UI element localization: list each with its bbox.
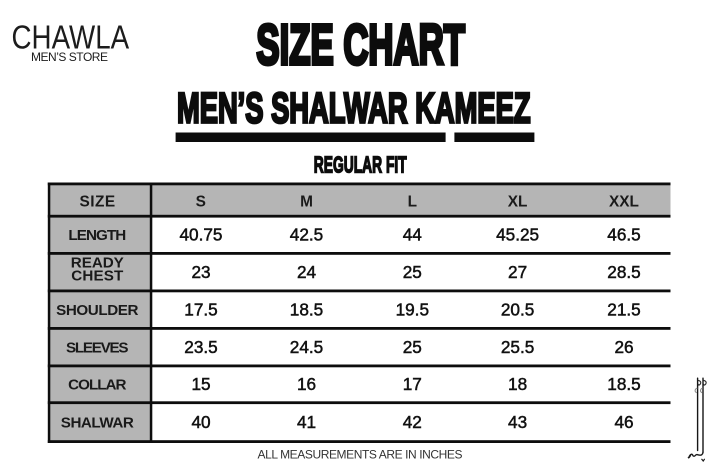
svg-text:25.5: 25.5 xyxy=(501,337,534,357)
svg-text:S: S xyxy=(196,193,206,210)
svg-text:SHALWAR: SHALWAR xyxy=(61,414,134,431)
svg-text:43: 43 xyxy=(508,412,527,432)
svg-text:LENGTH: LENGTH xyxy=(68,227,126,244)
svg-text:COLLAR: COLLAR xyxy=(68,377,126,394)
svg-text:18.5: 18.5 xyxy=(290,300,323,320)
svg-text:40.75: 40.75 xyxy=(179,225,222,245)
svg-text:SLEEVES: SLEEVES xyxy=(66,339,129,356)
svg-text:MEN’S SHALWAR KAMEEZ: MEN’S SHALWAR KAMEEZ xyxy=(177,86,531,133)
svg-text:40: 40 xyxy=(191,412,210,432)
svg-text:SIZE CHART: SIZE CHART xyxy=(256,13,465,77)
svg-text:46: 46 xyxy=(614,412,633,432)
svg-text:MEN’S STORE: MEN’S STORE xyxy=(31,50,108,64)
svg-text:XL: XL xyxy=(508,193,528,210)
svg-text:XXL: XXL xyxy=(609,193,639,210)
svg-text:ALL MEASUREMENTS ARE IN INCHES: ALL MEASUREMENTS ARE IN INCHES xyxy=(258,448,463,462)
svg-text:26: 26 xyxy=(614,337,633,357)
svg-text:20.5: 20.5 xyxy=(501,300,534,320)
svg-text:42.5: 42.5 xyxy=(290,225,323,245)
svg-text:23.5: 23.5 xyxy=(184,337,217,357)
svg-text:L: L xyxy=(408,193,417,210)
svg-text:15: 15 xyxy=(191,374,210,394)
svg-text:45.25: 45.25 xyxy=(496,225,539,245)
svg-text:27: 27 xyxy=(508,262,527,282)
svg-text:44: 44 xyxy=(403,225,423,245)
svg-text:READY: READY xyxy=(71,255,124,272)
svg-text:24.5: 24.5 xyxy=(290,337,323,357)
svg-text:CHAWLA: CHAWLA xyxy=(12,19,130,56)
svg-text:17: 17 xyxy=(403,374,422,394)
svg-text:SHOULDER: SHOULDER xyxy=(56,302,138,319)
svg-text:46.5: 46.5 xyxy=(607,225,640,245)
svg-text:CHEST: CHEST xyxy=(71,268,124,285)
svg-text:REGULAR FIT: REGULAR FIT xyxy=(314,152,407,178)
svg-text:25: 25 xyxy=(403,262,422,282)
svg-text:42: 42 xyxy=(403,412,422,432)
svg-text:25: 25 xyxy=(403,337,422,357)
svg-text:24: 24 xyxy=(297,262,317,282)
svg-text:17.5: 17.5 xyxy=(184,300,217,320)
svg-text:SIZE: SIZE xyxy=(79,193,115,210)
svg-text:18.5: 18.5 xyxy=(607,374,640,394)
svg-text:28.5: 28.5 xyxy=(607,262,640,282)
svg-text:41: 41 xyxy=(297,412,316,432)
svg-text:18: 18 xyxy=(508,374,527,394)
svg-text:M: M xyxy=(300,193,313,210)
svg-text:21.5: 21.5 xyxy=(607,300,640,320)
svg-text:19.5: 19.5 xyxy=(396,300,429,320)
svg-text:16: 16 xyxy=(297,374,316,394)
svg-text:23: 23 xyxy=(191,262,210,282)
